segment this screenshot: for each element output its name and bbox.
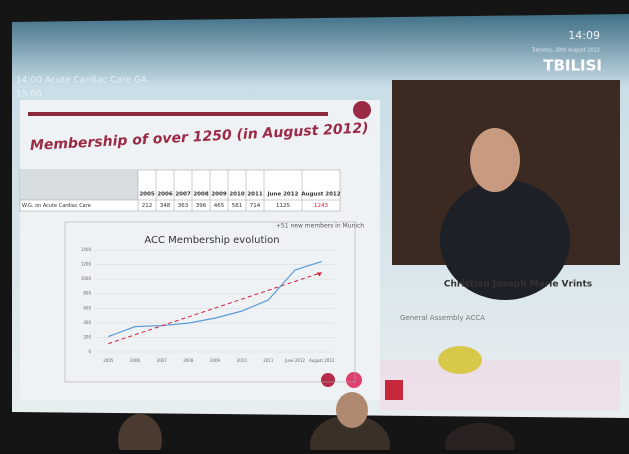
- cell: 396: [196, 203, 207, 209]
- y-tick-label: 600: [83, 305, 91, 310]
- decor: [438, 346, 482, 374]
- y-tick-label: 800: [83, 291, 91, 296]
- x-tick-label: 2005: [103, 358, 114, 363]
- cell: 1125: [276, 203, 290, 209]
- x-tick-label: June 2012: [284, 358, 306, 363]
- speaker-caption: General Assembly ACCA: [400, 314, 485, 322]
- column-header: 2006: [157, 192, 172, 198]
- decor: [385, 380, 403, 400]
- y-tick-label: 200: [83, 334, 91, 339]
- audience: [336, 392, 368, 428]
- cell: 348: [160, 203, 171, 209]
- column-header: 2007: [175, 192, 190, 198]
- date: Tuesday, 28th August 2012: [531, 48, 600, 54]
- logo: [353, 101, 371, 119]
- photo: 14:09 Tuesday, 28th August 2012 TBILISI …: [0, 0, 629, 450]
- session: 14:00 Acute Cardiac Care GA: [16, 76, 148, 86]
- decor: [380, 360, 620, 410]
- x-tick-label: 2011: [263, 358, 274, 363]
- column-header: 2008: [193, 192, 208, 198]
- column-header: 2005: [139, 192, 154, 198]
- annotation: +51 new members in Munich: [276, 223, 364, 230]
- session-end: 15:00: [16, 90, 42, 100]
- column-header: 2009: [211, 192, 226, 198]
- logo: [346, 372, 362, 388]
- cell: 1243: [314, 203, 328, 209]
- y-tick-label: 400: [83, 320, 91, 325]
- title-rule: [28, 112, 328, 116]
- x-tick-label: 2010: [237, 358, 248, 363]
- x-tick-label: 2006: [130, 358, 141, 363]
- logo: [321, 373, 335, 387]
- cell: 212: [142, 203, 153, 209]
- x-tick-label: 2008: [183, 358, 194, 363]
- column-header: 2010: [229, 192, 244, 198]
- column-header: August 2012: [301, 192, 340, 198]
- cell: 363: [178, 203, 189, 209]
- row-label: W.G. on Acute Cardiac Care: [22, 203, 91, 209]
- table-header: [20, 170, 138, 200]
- chart-title: ACC Membership evolution: [144, 235, 279, 246]
- speaker-head: [470, 128, 520, 192]
- page: 14:09 Tuesday, 28th August 2012 TBILISI …: [0, 0, 629, 450]
- cell: 714: [250, 203, 261, 209]
- x-tick-label: 2007: [157, 358, 168, 363]
- cell: 465: [214, 203, 225, 209]
- cell: 561: [232, 203, 243, 209]
- clock: 14:09: [568, 29, 600, 42]
- speaker-name: Christian Joseph Marie Vrints: [444, 280, 592, 290]
- y-tick-label: 1200: [81, 262, 92, 267]
- column-header: June 2012: [267, 192, 299, 198]
- y-tick-label: 1400: [81, 247, 92, 252]
- y-tick-label: 1000: [81, 276, 92, 281]
- x-tick-label: 2009: [210, 358, 221, 363]
- x-tick-label: August 2012: [309, 358, 335, 363]
- column-header: 2011: [247, 192, 262, 198]
- city: TBILISI: [543, 57, 602, 75]
